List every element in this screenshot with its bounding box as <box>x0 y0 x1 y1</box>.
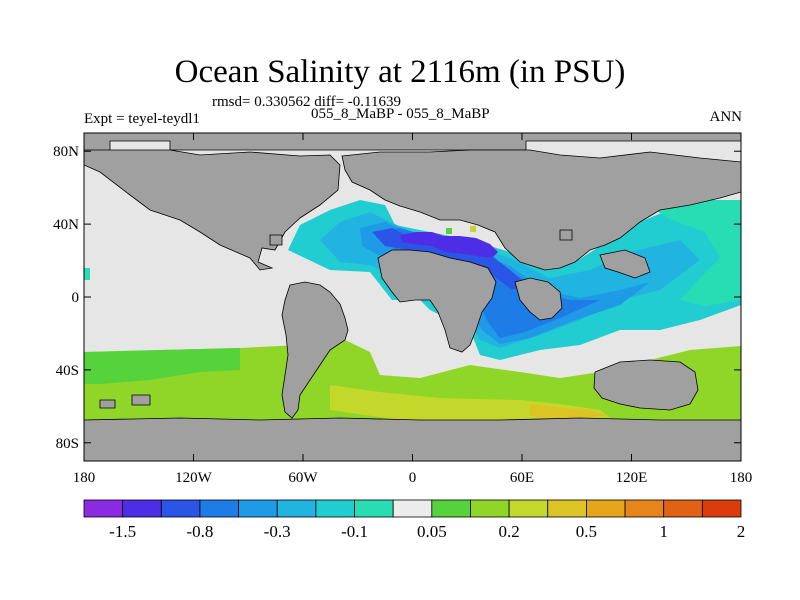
y-axis-ticks: 80N 40N 0 40S 80S <box>53 144 741 452</box>
colorbar-label: 0.2 <box>498 522 519 541</box>
colorbar-label: 2 <box>737 522 746 541</box>
case-label: 055_8_MaBP - 055_8_MaBP <box>311 106 490 122</box>
x-tick-label: 120E <box>616 470 648 486</box>
colorbar-box <box>431 499 471 518</box>
colorbar-box <box>470 499 510 518</box>
colorbar-box <box>354 499 394 518</box>
colorbar-box <box>238 499 278 518</box>
land-africa <box>377 249 497 353</box>
colorbar-label: -0.1 <box>341 522 368 541</box>
colorbar-label: 0.5 <box>576 522 597 541</box>
land-antarctica <box>84 417 741 461</box>
colorbar-box <box>199 499 239 518</box>
indigo-core-field <box>372 228 526 290</box>
y-tick-label: 80N <box>53 144 79 160</box>
land-south-america <box>281 281 349 419</box>
land-southeast-asia <box>599 249 651 279</box>
colorbar-label: 1 <box>659 522 668 541</box>
x-tick-label: 60W <box>288 470 318 486</box>
colorbar-box <box>701 499 742 518</box>
x-tick-label: 120W <box>175 470 213 486</box>
colorbar-box <box>624 499 665 518</box>
map-plot-area <box>84 133 741 461</box>
colorbar-box <box>586 499 626 518</box>
land-australia <box>593 359 699 411</box>
plot-title: Ocean Salinity at 2116m (in PSU) <box>174 54 626 90</box>
colorbar-box <box>122 499 162 518</box>
y-tick-label: 40N <box>53 217 79 233</box>
colorbar-box <box>547 499 587 518</box>
land-north-america <box>84 133 741 271</box>
season-label: ANN <box>709 109 743 125</box>
x-tick-label: 180 <box>730 470 753 486</box>
colorbar-box <box>83 499 124 518</box>
colorbar-box <box>508 499 549 518</box>
y-tick-label: 0 <box>72 290 80 306</box>
colorbar-box <box>392 499 433 518</box>
land-masses <box>84 133 741 461</box>
stats-text: rmsd= 0.330562 diff= -0.11639 <box>212 94 401 110</box>
x-tick-label: 60E <box>510 470 534 486</box>
colorbar-label: -0.8 <box>186 522 213 541</box>
x-tick-label: 180 <box>73 470 96 486</box>
southern-ocean-field <box>84 340 741 420</box>
southern-ocean-gold-patch <box>530 404 610 420</box>
x-axis-ticks: 180 120W 60W 0 60E 120E 180 <box>73 133 753 486</box>
colorbar-box <box>160 499 201 518</box>
southwest-green-field <box>84 348 240 384</box>
colorbar-box <box>315 499 355 518</box>
west-edge-cyan-field <box>84 268 90 280</box>
mediterranean-yellow-cell <box>470 226 476 232</box>
colorbar-label: -1.5 <box>109 522 136 541</box>
y-tick-label: 40S <box>56 363 79 379</box>
experiment-label: Expt = teyel-teydl1 <box>84 111 200 127</box>
colorbar: -1.5 -0.8 -0.3 -0.1 0.05 0.2 0.5 1 2 <box>83 499 746 541</box>
colorbar-label: 0.05 <box>417 522 447 541</box>
colorbar-box <box>663 499 703 518</box>
colorbar-box <box>276 499 317 518</box>
y-tick-label: 80S <box>56 436 79 452</box>
colorbar-label: -0.3 <box>264 522 291 541</box>
mediterranean-field <box>400 232 498 258</box>
pacific-green-edge-field <box>655 200 741 306</box>
x-tick-label: 0 <box>409 470 417 486</box>
land-arabia-india <box>514 277 563 321</box>
land-eurasia <box>341 149 741 271</box>
land-small-islands <box>99 229 573 409</box>
mediterranean-green-cell <box>446 228 452 234</box>
